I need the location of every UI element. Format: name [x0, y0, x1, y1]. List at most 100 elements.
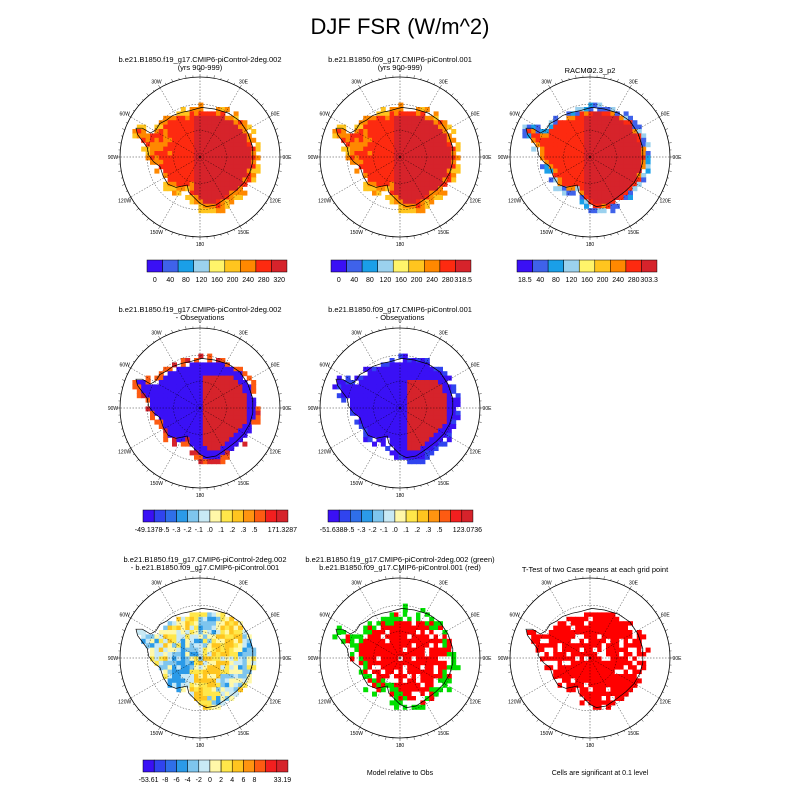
- grid-cell: [229, 665, 235, 671]
- map-tick: [568, 578, 570, 581]
- grid-cell: [429, 371, 435, 377]
- map-tick: [465, 109, 468, 112]
- grid-cell: [207, 630, 213, 635]
- grid-cell: [176, 151, 182, 156]
- grid-cell: [398, 168, 404, 174]
- grid-cell: [619, 638, 625, 644]
- map-tick: [227, 329, 229, 333]
- grid-cell: [233, 195, 239, 200]
- map-tick: [526, 709, 529, 712]
- map-tick: [515, 190, 518, 192]
- grid-cell: [167, 137, 173, 143]
- grid-cell: [207, 419, 213, 425]
- grid-cell: [628, 120, 633, 126]
- grid-cell: [407, 366, 413, 372]
- grid-cell: [411, 137, 417, 143]
- grid-cell: [424, 432, 430, 438]
- grid-cell: [158, 142, 164, 148]
- grid-cell: [588, 621, 594, 627]
- colorbar-label: 120: [380, 277, 392, 284]
- grid-cell: [438, 415, 443, 421]
- grid-cell: [163, 173, 169, 178]
- grid-cell: [198, 687, 204, 693]
- grid-cell: [402, 665, 408, 671]
- grid-cell: [619, 669, 625, 675]
- grid-cell: [185, 643, 191, 649]
- grid-cell: [332, 634, 338, 640]
- grid-cell: [233, 168, 239, 174]
- grid-cell: [216, 634, 221, 640]
- grid-cell: [407, 634, 413, 640]
- grid-cell: [420, 146, 426, 152]
- grid-cell: [446, 155, 452, 161]
- grid-cell: [420, 678, 426, 684]
- grid-cell: [207, 406, 213, 412]
- grid-cell: [424, 164, 430, 170]
- grid-cell: [207, 371, 213, 377]
- grid-cell: [407, 437, 413, 443]
- grid-cell: [420, 410, 426, 416]
- map-tick: [532, 714, 534, 716]
- grid-cell: [411, 660, 417, 666]
- grid-cell: [185, 428, 191, 434]
- grid-cell: [433, 402, 439, 407]
- grid-cell: [336, 124, 342, 130]
- grid-cell: [420, 660, 426, 666]
- grid-cell: [350, 384, 355, 390]
- grid-cell: [198, 634, 204, 640]
- grid-cell: [141, 384, 147, 390]
- grid-cell: [189, 630, 195, 635]
- grid-cell: [606, 142, 611, 148]
- grid-cell: [619, 643, 625, 649]
- grid-cell: [588, 674, 594, 679]
- grid-cell: [394, 397, 399, 403]
- grid-cell: [376, 625, 382, 631]
- colorbar-label: .5: [437, 527, 443, 534]
- grid-cell: [641, 142, 647, 148]
- map-tick: [575, 235, 577, 239]
- map-cells: [132, 353, 261, 465]
- grid-cell: [641, 665, 647, 671]
- grid-cell: [376, 634, 382, 640]
- grid-cell: [446, 643, 452, 649]
- grid-cell: [610, 173, 616, 178]
- grid-cell: [548, 630, 554, 635]
- grid-cell: [220, 107, 226, 112]
- lon-label: 60E: [471, 612, 481, 618]
- map-tick: [121, 685, 125, 687]
- grid-cell: [394, 380, 399, 385]
- grid-cell: [438, 393, 443, 399]
- grid-cell: [233, 181, 239, 187]
- map-tick: [261, 709, 264, 712]
- map-tick: [508, 643, 512, 645]
- grid-cell: [172, 142, 177, 148]
- grid-cell: [420, 199, 426, 205]
- map-tick: [646, 213, 648, 215]
- map-tick: [623, 82, 625, 85]
- grid-cell: [220, 133, 226, 139]
- grid-cell: [185, 159, 191, 165]
- grid-cell: [628, 115, 633, 121]
- grid-cell: [424, 133, 430, 139]
- map-tick: [269, 196, 272, 199]
- grid-cell: [424, 454, 430, 460]
- map-tick: [325, 441, 328, 443]
- grid-cell: [389, 375, 395, 381]
- grid-cell: [610, 660, 616, 666]
- map-tick: [510, 177, 513, 179]
- grid-cell: [389, 199, 395, 205]
- grid-cell: [623, 190, 629, 196]
- grid-cell: [194, 643, 199, 649]
- grid-cell: [198, 133, 204, 139]
- colorbar-label: -.1: [195, 527, 203, 534]
- grid-cell: [442, 419, 448, 425]
- grid-cell: [597, 208, 603, 214]
- grid-cell: [562, 133, 567, 139]
- grid-cell: [202, 446, 208, 451]
- colorbar-swatch: [394, 509, 407, 523]
- grid-cell: [606, 616, 611, 622]
- map-tick: [245, 473, 248, 476]
- grid-cell: [645, 159, 651, 165]
- grid-cell: [411, 700, 417, 706]
- grid-cell: [220, 146, 226, 152]
